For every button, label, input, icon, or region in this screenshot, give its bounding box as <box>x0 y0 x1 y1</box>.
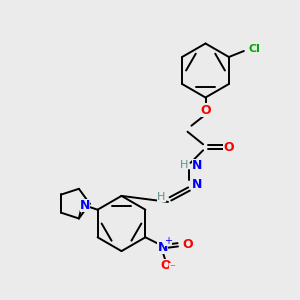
Text: O: O <box>183 238 193 251</box>
Text: H: H <box>157 191 166 202</box>
Text: O: O <box>160 259 171 272</box>
Text: O: O <box>223 141 234 154</box>
Text: ⁻: ⁻ <box>169 263 175 273</box>
Text: N: N <box>192 178 202 191</box>
Text: N: N <box>192 159 202 172</box>
Text: H: H <box>179 160 188 170</box>
Text: N: N <box>158 241 168 254</box>
Text: O: O <box>200 103 211 117</box>
Text: N: N <box>80 199 90 212</box>
Text: +: + <box>164 236 172 246</box>
Text: Cl: Cl <box>248 44 260 55</box>
